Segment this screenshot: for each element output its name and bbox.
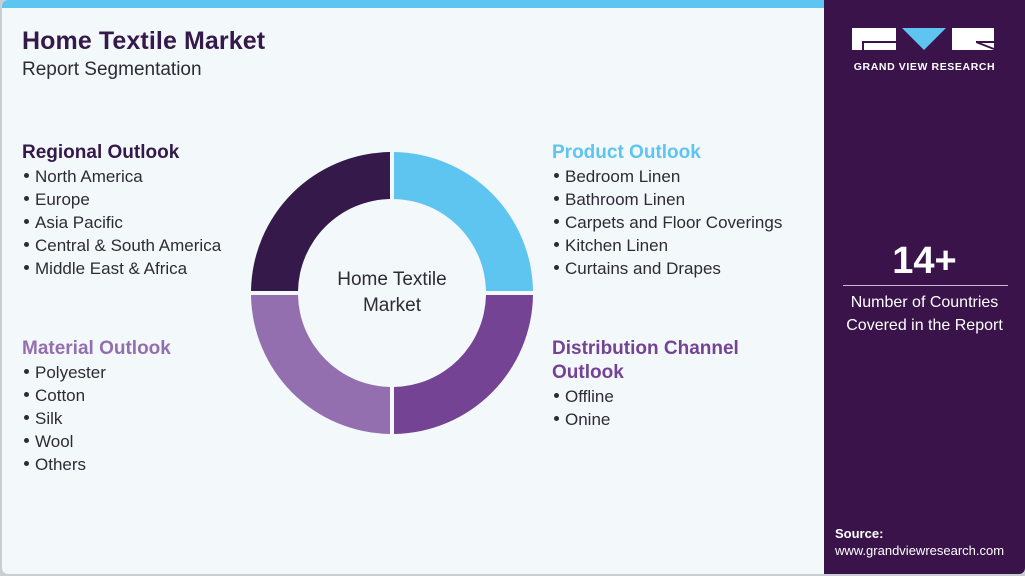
segmentation-donut-chart: Home Textile Market xyxy=(249,150,535,436)
bullet-icon xyxy=(554,265,559,271)
list-item-label: Onine xyxy=(565,410,611,429)
source-label: Source: xyxy=(835,526,884,541)
list-item-label: Europe xyxy=(35,190,90,209)
list-item: Middle East & Africa xyxy=(22,257,221,280)
regional-outlook-section: Regional Outlook North America Europe As… xyxy=(22,141,221,280)
donut-center-label: Home Textile Market xyxy=(249,150,535,436)
material-outlook-list: Polyester Cotton Silk Wool Others xyxy=(22,361,171,476)
bullet-icon xyxy=(24,265,29,271)
countries-count-label: Number of Countries Covered in the Repor… xyxy=(824,291,1025,337)
source-url: www.grandviewresearch.com xyxy=(835,543,1005,558)
list-item: Silk xyxy=(22,407,171,430)
product-outlook-section: Product Outlook Bedroom Linen Bathroom L… xyxy=(552,141,782,280)
list-item-label: Bathroom Linen xyxy=(565,190,686,209)
distribution-channel-outlook-list: Offline Onine xyxy=(552,385,782,431)
donut-center-line1: Home Textile xyxy=(337,269,447,290)
list-item-label: Middle East & Africa xyxy=(35,259,188,278)
list-item-label: Silk xyxy=(35,409,63,428)
donut-svg xyxy=(251,152,533,434)
distribution-channel-outlook-section: Distribution Channel Outlook Offline Oni… xyxy=(552,337,782,431)
list-item-label: Central & South America xyxy=(35,236,222,255)
regional-outlook-list: North America Europe Asia Pacific Centra… xyxy=(22,165,221,280)
list-item-label: Cotton xyxy=(35,386,86,405)
list-item: Offline xyxy=(552,385,782,408)
list-item-label: Offline xyxy=(565,387,614,406)
list-item: Carpets and Floor Coverings xyxy=(552,211,782,234)
page-subtitle: Report Segmentation xyxy=(22,59,202,80)
list-item: Central & South America xyxy=(22,234,221,257)
bullet-icon xyxy=(24,369,29,375)
bullet-icon xyxy=(24,415,29,421)
page-title: Home Textile Market xyxy=(22,27,266,55)
list-item-label: Carpets and Floor Coverings xyxy=(565,213,783,232)
bullet-icon xyxy=(554,242,559,248)
list-item-label: Wool xyxy=(35,432,74,451)
list-item: Cotton xyxy=(22,384,171,407)
donut-segment-product xyxy=(394,152,533,291)
list-item-label: Others xyxy=(35,455,87,474)
list-item: Asia Pacific xyxy=(22,211,221,234)
sidebar-panel: GRAND VIEW RESEARCH 14+ Number of Countr… xyxy=(824,0,1025,574)
list-item: Onine xyxy=(552,408,782,431)
bullet-icon xyxy=(554,196,559,202)
list-item: Europe xyxy=(22,188,221,211)
countries-label-line1: Number of Countries xyxy=(850,294,999,311)
list-item: Kitchen Linen xyxy=(552,234,782,257)
list-item: North America xyxy=(22,165,221,188)
accent-top-bar xyxy=(2,0,824,8)
list-item: Bathroom Linen xyxy=(552,188,782,211)
grand-view-research-logo-icon xyxy=(852,28,994,50)
donut-segment-distribution xyxy=(394,295,533,434)
donut-center-line2: Market xyxy=(362,295,422,316)
bullet-icon xyxy=(554,219,559,225)
list-item-label: Polyester xyxy=(35,363,106,382)
list-item: Curtains and Drapes xyxy=(552,257,782,280)
list-item-label: North America xyxy=(35,167,143,186)
list-item: Others xyxy=(22,453,171,476)
list-item: Wool xyxy=(22,430,171,453)
bullet-icon xyxy=(24,392,29,398)
logo-text: GRAND VIEW RESEARCH xyxy=(853,61,996,73)
list-item-label: Kitchen Linen xyxy=(565,236,669,255)
bullet-icon xyxy=(24,242,29,248)
list-item-label: Asia Pacific xyxy=(35,213,123,232)
stat-divider xyxy=(843,285,1008,286)
bullet-icon xyxy=(24,461,29,467)
material-outlook-title: Material Outlook xyxy=(22,338,171,359)
list-item: Polyester xyxy=(22,361,171,384)
donut-segment-regional xyxy=(251,152,390,291)
bullet-icon xyxy=(24,173,29,179)
distribution-channel-outlook-title: Distribution Channel Outlook xyxy=(552,338,739,383)
bullet-icon xyxy=(554,393,559,399)
main-panel: Home Textile Market Report Segmentation … xyxy=(2,0,824,574)
bullet-icon xyxy=(24,438,29,444)
countries-label-line2: Covered in the Report xyxy=(846,317,1003,334)
product-outlook-list: Bedroom Linen Bathroom Linen Carpets and… xyxy=(552,165,782,280)
regional-outlook-title: Regional Outlook xyxy=(22,142,180,163)
countries-count: 14+ xyxy=(892,240,957,282)
list-item-label: Curtains and Drapes xyxy=(565,259,721,278)
list-item: Bedroom Linen xyxy=(552,165,782,188)
product-outlook-title: Product Outlook xyxy=(552,142,701,163)
bullet-icon xyxy=(554,173,559,179)
material-outlook-section: Material Outlook Polyester Cotton Silk W… xyxy=(22,337,171,476)
list-item-label: Bedroom Linen xyxy=(565,167,681,186)
bullet-icon xyxy=(24,219,29,225)
bullet-icon xyxy=(554,416,559,422)
donut-segment-material xyxy=(251,295,390,434)
bullet-icon xyxy=(24,196,29,202)
